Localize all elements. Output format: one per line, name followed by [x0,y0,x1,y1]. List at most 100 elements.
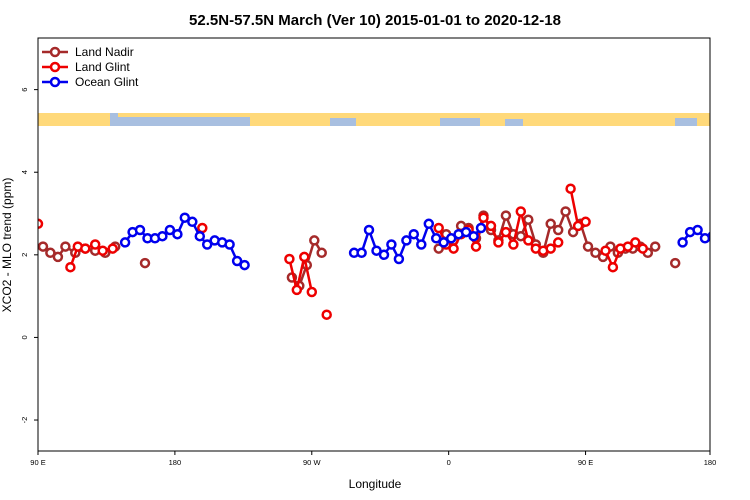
data-point-ocean-glint [378,249,390,261]
data-point-land-nadir [309,235,320,246]
data-point-ocean-glint [371,245,382,256]
hudson-bay-water [330,118,356,126]
data-point-land-nadir [500,210,512,221]
data-point-land-glint [552,237,564,248]
data-point-ocean-glint [692,224,703,236]
data-point-land-glint [565,183,576,194]
data-point-land-glint [306,286,318,298]
x-tick-label: 180 [704,458,717,467]
land-mass-asia [38,113,110,126]
data-point-ocean-glint [475,222,487,234]
data-point-ocean-glint [445,233,457,244]
data-point-ocean-glint [408,228,420,240]
data-point-land-nadir [316,247,327,259]
data-point-land-glint [600,245,611,256]
chart-title: 52.5N-57.5N March (Ver 10) 2015-01-01 to… [189,12,561,29]
data-point-ocean-glint [468,230,479,242]
data-point-land-glint [97,245,108,256]
land-mass-eurasia [480,113,710,126]
data-point-ocean-glint [430,233,442,244]
x-tick-label: 90 E [30,458,45,467]
data-point-land-glint [433,222,444,234]
data-point-land-glint [580,216,591,228]
y-axis: -2 0 2 4 6 [20,88,38,424]
data-point-ocean-glint [438,237,449,248]
data-point-ocean-glint [179,212,191,223]
data-point-land-glint [89,239,101,250]
legend-marker-land-nadir [49,46,61,58]
data-point-land-nadir [60,241,71,252]
data-point-ocean-glint [677,237,688,248]
data-point-land-glint [197,222,208,234]
data-point-land-glint [572,220,584,232]
data-point-land-nadir [523,214,534,225]
data-point-ocean-glint [201,239,213,250]
data-point-land-glint [321,309,332,320]
data-point-ocean-glint [386,239,397,250]
data-point-land-nadir [582,241,594,252]
data-point-land-nadir [649,241,661,252]
legend-label-land-nadir: Land Nadir [75,45,134,59]
data-point-ocean-glint [172,228,183,240]
data-point-land-glint [478,212,489,223]
data-point-land-glint [107,243,118,254]
data-point-ocean-glint [416,239,427,250]
y-tick-label: 0 [20,335,29,339]
data-point-land-glint [500,226,512,238]
data-point-land-glint [630,237,641,248]
data-point-land-glint [284,253,295,265]
data-point-ocean-glint [194,230,206,242]
data-point-land-nadir [45,247,56,259]
data-point-ocean-glint [164,224,176,236]
series-ocean-glint [119,212,710,271]
data-point-land-nadir [552,224,564,236]
y-tick-label: 6 [20,88,29,92]
x-tick-label: 0 [447,458,451,467]
data-point-land-nadir [515,230,527,242]
data-point-land-glint [523,235,534,246]
x-axis-label: Longitude [349,477,402,491]
legend-item-land-nadir: Land Nadir [42,45,134,59]
okhotsk-sea-water [675,118,697,126]
data-point-land-nadir [590,247,601,259]
data-point-land-glint [493,237,504,248]
data-point-land-nadir [669,257,681,269]
data-point-ocean-glint [423,218,435,230]
legend-item-land-glint: Land Glint [42,60,130,74]
data-point-land-glint [448,243,459,254]
data-point-ocean-glint [356,247,367,259]
data-point-ocean-glint [157,230,168,242]
data-point-ocean-glint [393,253,405,265]
legend-item-ocean-glint: Ocean Glint [42,75,139,89]
legend-label-ocean-glint: Ocean Glint [75,75,139,89]
data-point-ocean-glint [239,259,250,271]
legend-marker-land-glint [49,61,61,73]
plot-frame [37,37,711,452]
data-point-land-glint [299,251,310,263]
data-point-land-glint [291,284,303,296]
data-point-land-glint [622,241,634,252]
data-point-ocean-glint [401,235,412,246]
data-point-ocean-glint [187,216,198,228]
data-point-land-nadir [545,218,556,230]
data-point-land-glint [80,243,91,254]
land-mass-greenland [440,113,480,118]
y-tick-label: 4 [20,170,29,174]
series-line-land-glint [288,255,314,293]
data-point-ocean-glint [119,237,131,248]
data-point-land-nadir [139,257,151,269]
data-point-land-glint [485,220,497,232]
data-point-land-glint [470,241,482,252]
plot-area [38,183,710,320]
x-tick-label: 90 E [578,458,593,467]
data-point-ocean-glint [224,239,235,250]
data-point-land-glint [515,206,527,217]
legend-label-land-glint: Land Glint [75,60,130,74]
y-tick-label: -2 [20,417,29,424]
data-point-land-glint [545,243,556,254]
data-point-ocean-glint [363,224,375,236]
data-point-ocean-glint [134,224,146,236]
data-point-ocean-glint [231,255,243,267]
y-tick-label: 2 [20,253,29,257]
